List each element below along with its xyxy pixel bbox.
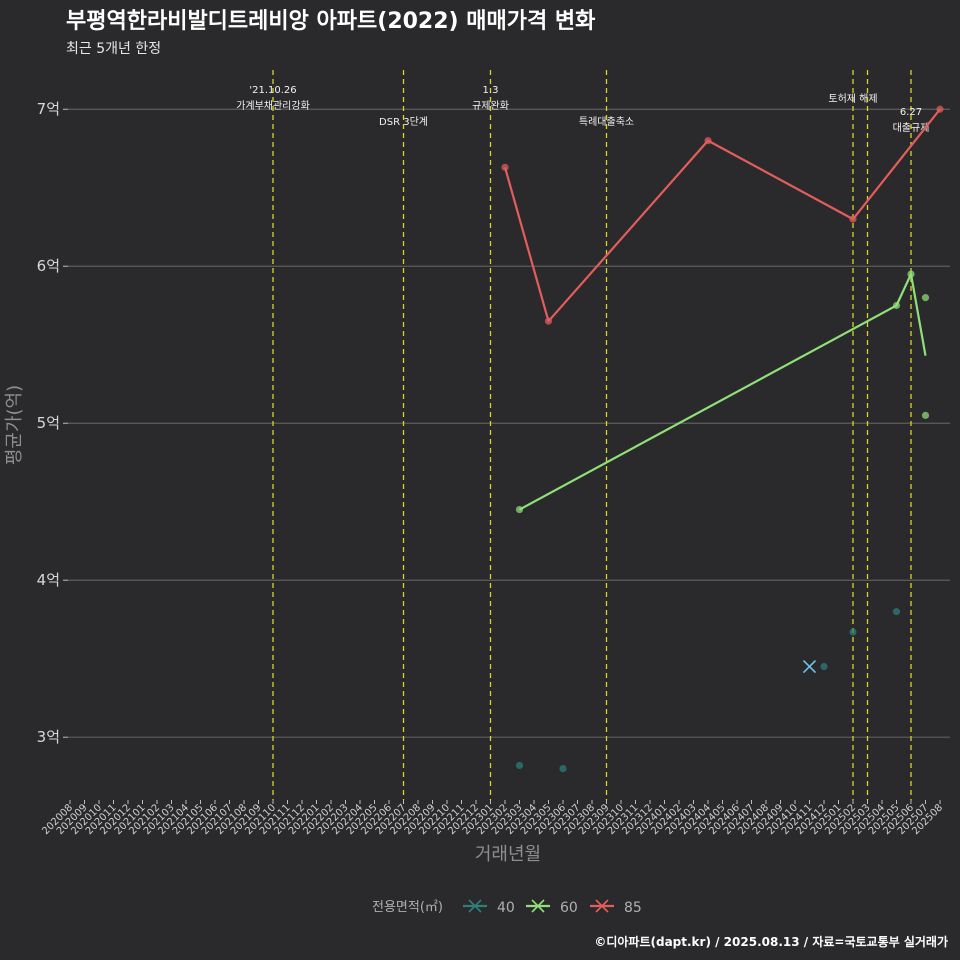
cross-marker bbox=[802, 659, 817, 674]
event-label: 특례대출축소 bbox=[579, 116, 634, 128]
data-point bbox=[515, 761, 524, 770]
legend: 전용면적(㎡) 40 60 85 bbox=[372, 899, 642, 916]
event-label: 1.3 bbox=[483, 85, 499, 96]
event-label: 6.27 bbox=[900, 107, 922, 118]
data-point bbox=[501, 163, 509, 171]
legend-label: 40 bbox=[497, 900, 515, 916]
data-point bbox=[921, 294, 930, 302]
data-point bbox=[892, 301, 901, 310]
data-point bbox=[936, 105, 944, 113]
data-point bbox=[849, 628, 857, 636]
legend-key-cross bbox=[468, 899, 482, 913]
data-point bbox=[559, 765, 567, 773]
series-85 bbox=[501, 105, 944, 325]
event-label: DSR 3단계 bbox=[379, 116, 428, 128]
data-point bbox=[892, 608, 901, 616]
data-point bbox=[515, 505, 524, 514]
y-tick-label: 4억 bbox=[37, 571, 60, 589]
y-tick-label: 3억 bbox=[37, 728, 60, 746]
source-caption: ©디아파트(dapt.kr) / 2025.08.13 / 자료=국토교통부 실… bbox=[594, 934, 948, 949]
y-axis-ticks: 3억 4억 5억 6억 7억 bbox=[37, 100, 68, 746]
y-axis-title: 평균가(억) bbox=[4, 385, 25, 465]
x-axis-title: 거래년월 bbox=[475, 844, 541, 865]
chart-subtitle: 최근 5개년 한정 bbox=[66, 41, 161, 57]
event-label: 토허제 해제 bbox=[828, 92, 877, 105]
event-label: 규제완화 bbox=[472, 100, 509, 112]
series-40 bbox=[515, 608, 901, 773]
legend-key-cross bbox=[531, 899, 545, 913]
event-label: 가계부채관리강화 bbox=[236, 100, 310, 112]
grid-lines bbox=[68, 108, 950, 738]
chart-title: 부평역한라비발디트레비앙 아파트(2022) 매매가격 변화 bbox=[66, 9, 595, 34]
data-point bbox=[849, 215, 857, 223]
legend-key-cross bbox=[595, 899, 609, 913]
series-60 bbox=[515, 270, 930, 514]
series-line bbox=[518, 272, 927, 511]
y-tick-label: 6억 bbox=[37, 257, 60, 275]
legend-title: 전용면적(㎡) bbox=[372, 900, 443, 915]
legend-label: 60 bbox=[560, 900, 578, 916]
data-point bbox=[907, 270, 915, 278]
data-point bbox=[820, 662, 828, 671]
data-series bbox=[501, 105, 944, 773]
data-point bbox=[544, 317, 553, 325]
data-point bbox=[921, 411, 930, 419]
event-label: 대출규제 bbox=[893, 122, 930, 134]
data-point bbox=[704, 137, 712, 145]
legend-label: 85 bbox=[624, 900, 642, 916]
event-label: '21.10.26 bbox=[249, 85, 296, 96]
y-tick-label: 7억 bbox=[37, 100, 60, 118]
y-tick-label: 5억 bbox=[37, 414, 60, 432]
